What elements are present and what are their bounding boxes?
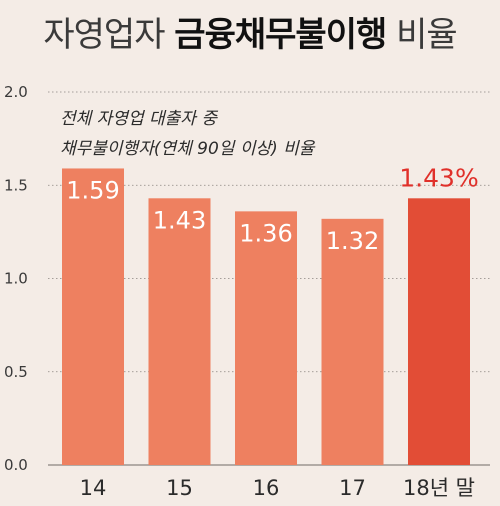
y-tick-label: 2.0 (4, 83, 28, 101)
x-tick-label: 14 (80, 476, 107, 500)
bar (62, 168, 124, 465)
bar (148, 198, 211, 465)
y-tick-label: 1.5 (4, 176, 28, 194)
y-tick-label: 0.5 (4, 363, 28, 381)
y-tick-label: 0.0 (4, 456, 28, 474)
title-prefix: 자영업자 (43, 15, 165, 55)
chart-subtitle-line-1: 전체 자영업 대출자 중 (60, 109, 217, 129)
data-label: 1.36 (239, 219, 292, 247)
y-tick-label: 1.0 (4, 270, 28, 288)
data-label: 1.32 (326, 227, 379, 255)
bar (235, 211, 297, 465)
title-bold: 금융채무불이행 (174, 15, 387, 55)
x-tick-label: 18년 말 (403, 476, 475, 500)
x-tick-label: 16 (253, 476, 280, 500)
x-tick-label: 15 (166, 476, 193, 500)
title-suffix: 비율 (396, 15, 458, 55)
x-tick-label: 17 (339, 476, 366, 500)
chart-title: 자영업자 금융채무불이행 비율 (0, 0, 500, 70)
chart-subtitle-line-2: 채무불이행자(연체 90일 이상) 비율 (60, 139, 315, 159)
bar (321, 218, 384, 465)
bar (408, 198, 470, 465)
data-label: 1.43% (399, 163, 478, 192)
data-label: 1.43 (153, 206, 206, 234)
data-label: 1.59 (66, 176, 119, 204)
